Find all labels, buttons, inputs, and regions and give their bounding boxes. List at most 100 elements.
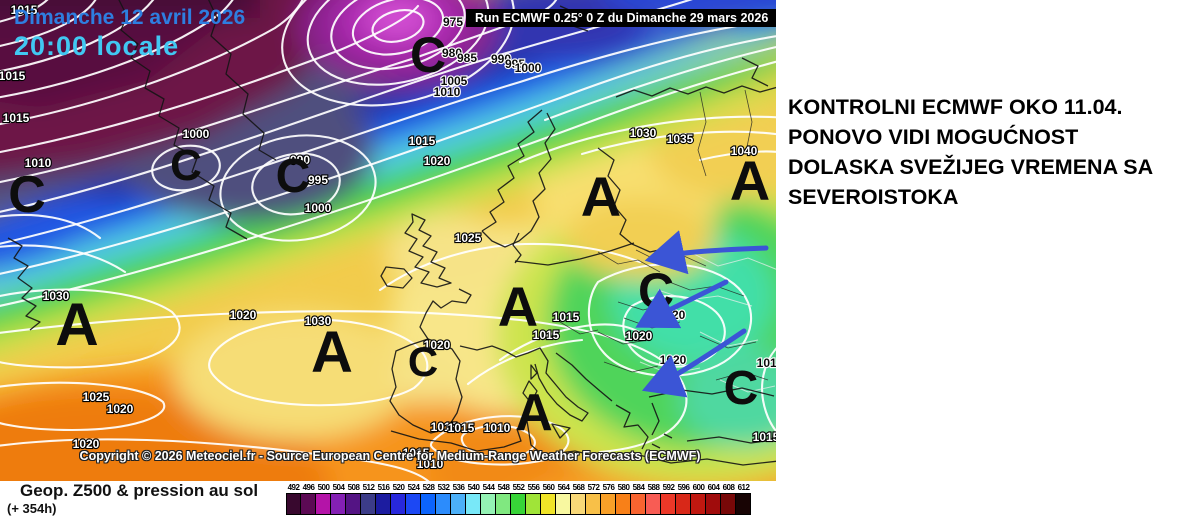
isobar-label: 1015 (753, 430, 776, 444)
isobar-label: 995 (308, 173, 328, 187)
scale-color (526, 493, 541, 515)
scale-entry: 520 (391, 483, 406, 515)
scale-entry: 536 (451, 483, 466, 515)
scale-color (721, 493, 736, 515)
scale-value: 540 (467, 483, 480, 492)
pressure-center-C: C (408, 338, 438, 385)
scale-color (391, 493, 406, 515)
scale-color (676, 493, 691, 515)
isobar-label: 1035 (667, 132, 694, 146)
model-run-banner: Run ECMWF 0.25° 0 Z du Dimanche 29 mars … (466, 9, 776, 27)
scale-value: 560 (542, 483, 555, 492)
scale-value: 612 (737, 483, 750, 492)
scale-entry: 584 (631, 483, 646, 515)
scale-entry: 592 (661, 483, 676, 515)
isobar-label: 1020 (73, 437, 100, 451)
pressure-center-A: A (515, 384, 553, 442)
isobar-label: 1015 (553, 310, 580, 324)
isobar-label: 1015 (403, 446, 430, 460)
isobar-label: 1020 (626, 329, 653, 343)
scale-value: 604 (707, 483, 720, 492)
scale-color (466, 493, 481, 515)
scale-value: 504 (332, 483, 345, 492)
scale-value: 544 (482, 483, 495, 492)
scale-entry: 504 (331, 483, 346, 515)
scale-color (541, 493, 556, 515)
scale-value: 528 (422, 483, 435, 492)
pressure-center-A: A (581, 165, 621, 228)
map-copyright: Copyright © 2026 Meteociel.fr - Source E… (79, 449, 701, 463)
scale-color (571, 493, 586, 515)
scale-entry: 612 (736, 483, 751, 515)
isobar-label: 1015 (3, 111, 30, 125)
scale-entry: 492 (286, 483, 301, 515)
scale-color (556, 493, 571, 515)
scale-value: 608 (722, 483, 735, 492)
scale-entry: 524 (406, 483, 421, 515)
scale-entry: 568 (571, 483, 586, 515)
map-date-block: Dimanche 12 avril 2026 20:00 locale (14, 6, 245, 62)
scale-value: 568 (572, 483, 585, 492)
scale-color (496, 493, 511, 515)
isobar-label: 1010 (25, 156, 52, 170)
scale-entry: 512 (361, 483, 376, 515)
map-date: Dimanche 12 avril 2026 (14, 6, 246, 29)
map-time: 20:00 locale (14, 31, 180, 61)
legend-title: Geop. Z500 & pression au sol (20, 481, 259, 500)
scale-entry: 604 (706, 483, 721, 515)
scale-entry: 496 (301, 483, 316, 515)
isobar-label: 990 (491, 52, 511, 66)
isobar-label: 1020 (107, 402, 134, 416)
scale-color (331, 493, 346, 515)
scale-entry: 516 (376, 483, 391, 515)
scale-color (646, 493, 661, 515)
scale-color (361, 493, 376, 515)
scale-value: 492 (287, 483, 300, 492)
scale-entry: 532 (436, 483, 451, 515)
isobar-label: 1030 (305, 314, 332, 328)
scale-entry: 596 (676, 483, 691, 515)
scale-color (616, 493, 631, 515)
scale-color (346, 493, 361, 515)
weather-map: 1015 1015 1015 1010 1000 990 995 1000 975 980 985 9… (0, 0, 776, 481)
isobar-label: 1000 (515, 61, 542, 75)
isobar-label: 1005 (441, 74, 468, 88)
scale-entry: 600 (691, 483, 706, 515)
scale-entry: 544 (481, 483, 496, 515)
scale-color (376, 493, 391, 515)
pressure-center-A: A (311, 320, 353, 385)
scale-value: 532 (437, 483, 450, 492)
scale-color (706, 493, 721, 515)
pressure-center-C: C (276, 150, 311, 203)
scale-color (736, 493, 751, 515)
headline-annotation: KONTROLNI ECMWF OKO 11.04. PONOVO VIDI M… (788, 92, 1198, 212)
isobar-label: 1015 (533, 328, 560, 342)
scale-entry: 588 (646, 483, 661, 515)
legend-caption: Geop. Z500 & pression au sol (+ 354h) (0, 481, 258, 516)
scale-value: 500 (317, 483, 330, 492)
scale-entry: 560 (541, 483, 556, 515)
scale-value: 600 (692, 483, 705, 492)
isobar-label: 1015 (409, 134, 436, 148)
scale-color (511, 493, 526, 515)
scale-value: 572 (587, 483, 600, 492)
scale-value: 556 (527, 483, 540, 492)
scale-color (421, 493, 436, 515)
scale-entry: 552 (511, 483, 526, 515)
isobar-label: 1015 (0, 69, 26, 83)
annotation-line-2: PONOVO VIDI MOGUĆNOST (788, 125, 1079, 149)
isobar-label: 1030 (43, 289, 70, 303)
legend-step: (+ 354h) (7, 501, 57, 516)
isobar-label: 980 (442, 46, 462, 60)
isobar-label: 1015 (11, 3, 38, 17)
color-scale: 492 496 500 504 508 512 516 520 524 528 532 536 540 5… (286, 483, 751, 515)
isobar-label: 1015 (757, 356, 776, 370)
isobar-label: 1025 (455, 231, 482, 245)
scale-value: 596 (677, 483, 690, 492)
scale-entry: 500 (316, 483, 331, 515)
isobar-label: 1015 (448, 421, 475, 435)
isobar-label: 1040 (731, 144, 758, 158)
scale-value: 576 (602, 483, 615, 492)
